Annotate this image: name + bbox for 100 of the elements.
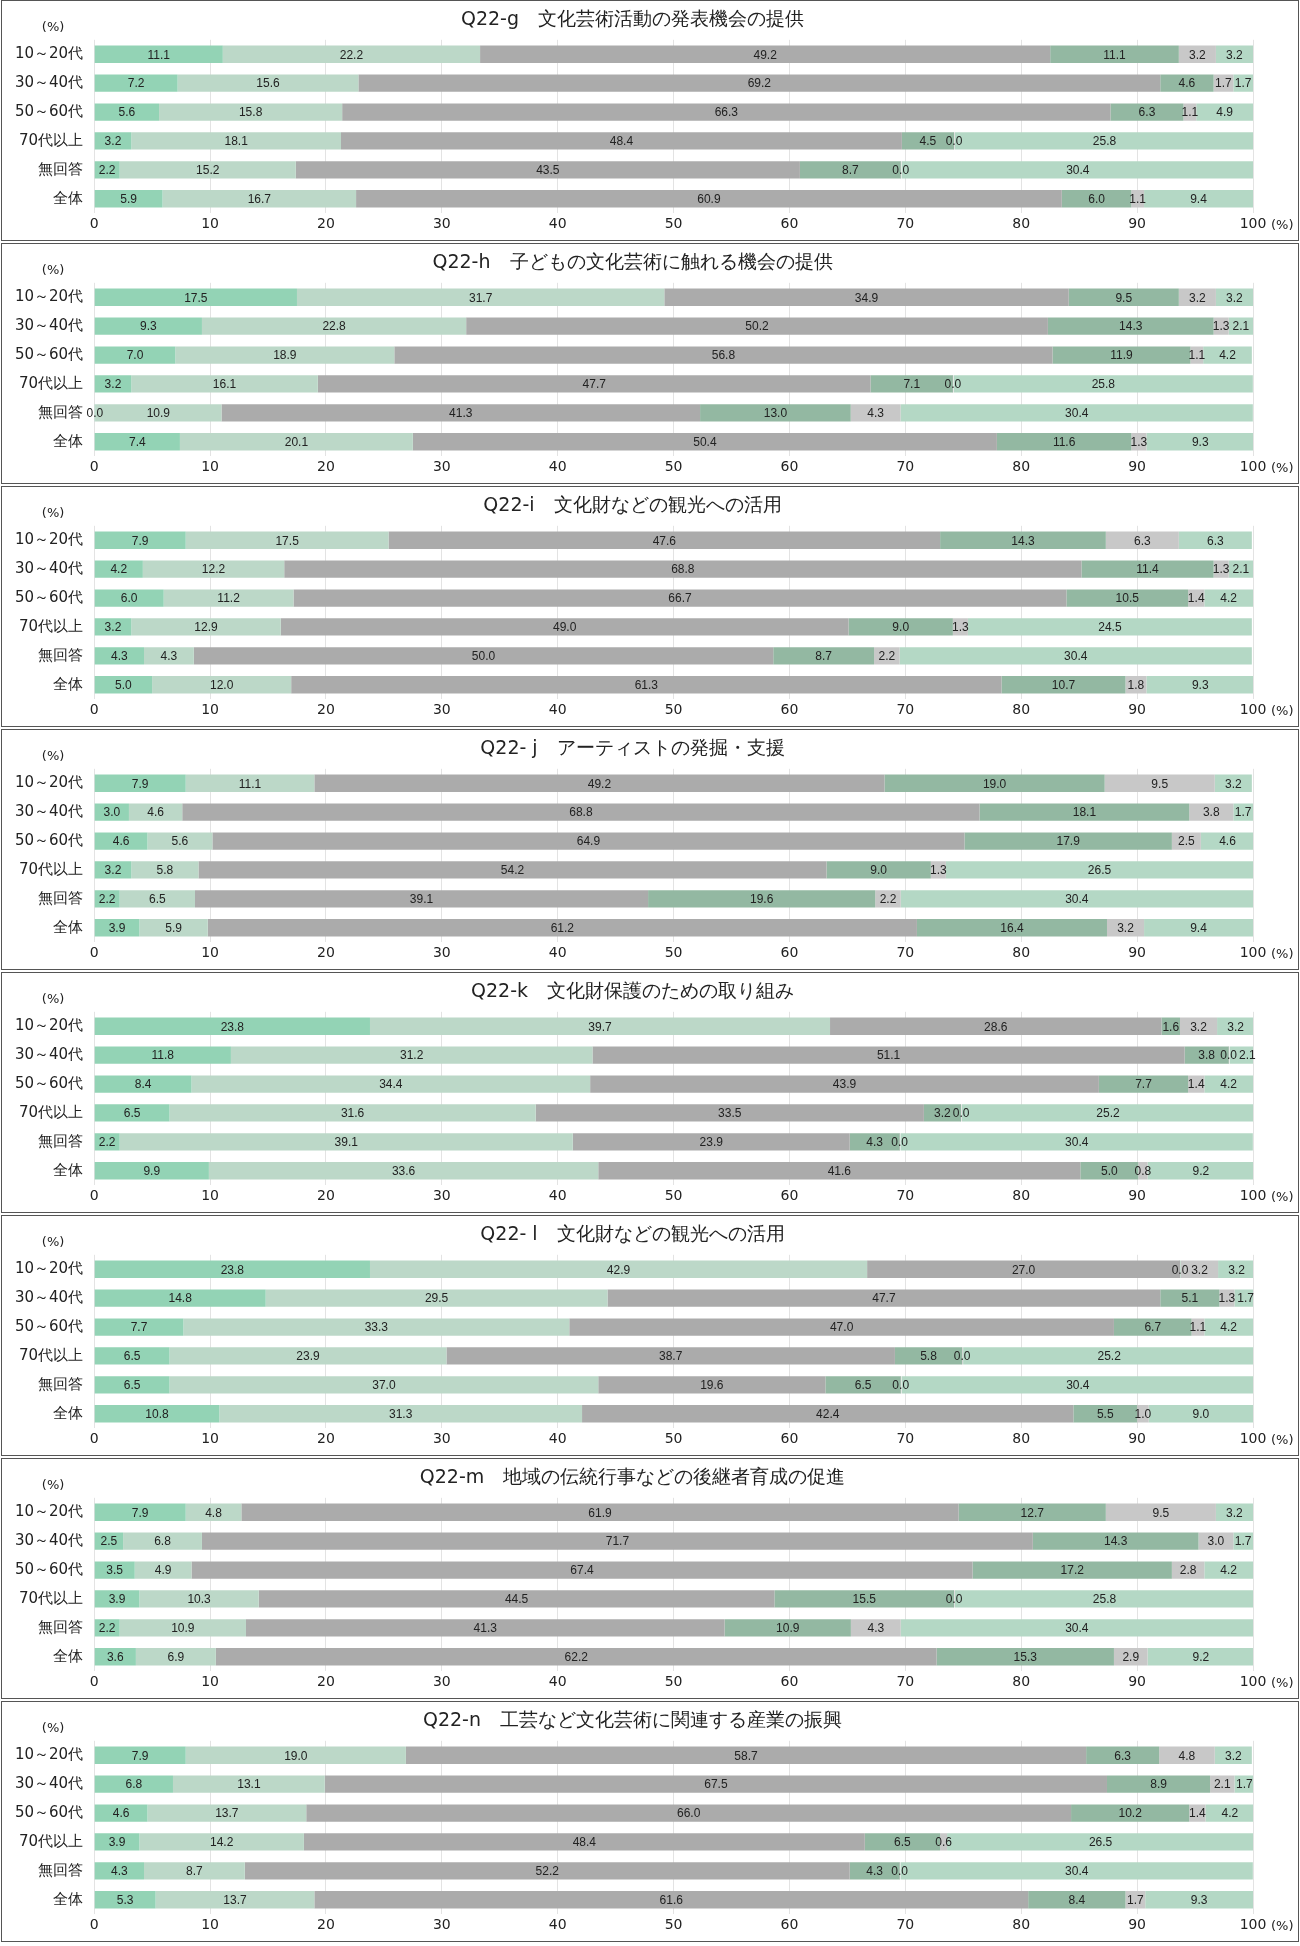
y-tick-label: 50～60代: [14, 344, 84, 363]
data-label: 19.6: [749, 892, 774, 907]
x-tick-label: 30: [432, 1430, 451, 1447]
chart-title: Q22-h 子どもの文化芸術に触れる機会の提供: [432, 250, 833, 273]
data-label: 61.6: [659, 1893, 684, 1908]
data-label: 11.2: [217, 591, 241, 606]
x-tick-label: 90: [1128, 1673, 1147, 1690]
data-label: 1.7: [1234, 805, 1252, 820]
data-label: 4.6: [147, 805, 165, 820]
data-label: 14.3: [1011, 533, 1035, 548]
data-label: 7.0: [126, 348, 144, 363]
x-tick-label: 40: [548, 701, 567, 718]
data-label: 25.8: [1092, 1592, 1117, 1607]
x-tick-label: 10: [201, 1673, 219, 1690]
data-label: 1.3: [1218, 1291, 1236, 1306]
x-tick-label: 50: [664, 1187, 683, 1204]
data-label: 3.9: [108, 1592, 126, 1607]
data-label: 4.8: [1178, 1748, 1196, 1763]
data-label: 0.0: [953, 1349, 971, 1364]
x-tick-label: 10: [201, 1430, 219, 1447]
x-tick-label: 20: [317, 1187, 335, 1204]
y-tick-label: 全体: [53, 1646, 84, 1665]
data-label: 11.1: [1103, 47, 1127, 62]
x-tick-label: 100: [1239, 701, 1267, 718]
data-label: 10.3: [187, 1592, 212, 1607]
data-label: 17.5: [275, 533, 300, 548]
text: (%): [41, 19, 65, 35]
data-label: 3.2: [104, 620, 122, 635]
data-label: 12.9: [194, 620, 218, 635]
data-label: 48.4: [609, 134, 634, 149]
x-tick-label: 30: [432, 701, 451, 718]
data-label: 9.2: [1192, 1164, 1210, 1179]
data-label: 1.3: [930, 863, 948, 878]
data-label: 7.9: [131, 1505, 149, 1520]
data-label: 42.9: [606, 1262, 631, 1277]
data-label: 33.5: [718, 1106, 742, 1121]
data-label: 20.1: [284, 435, 309, 450]
data-label: 64.9: [576, 834, 601, 849]
data-label: 4.2: [1219, 348, 1237, 363]
data-label: 31.6: [340, 1106, 365, 1121]
data-label: 2.5: [1178, 834, 1196, 849]
data-label: 54.2: [500, 863, 525, 878]
data-label: 1.7: [1234, 76, 1252, 91]
data-label: 30.4: [1065, 406, 1089, 421]
data-label: 49.2: [753, 47, 778, 62]
data-label: 34.9: [854, 290, 879, 305]
y-tick-label: 50～60代: [14, 1559, 84, 1578]
data-label: 3.2: [104, 134, 122, 149]
x-tick-label: 10: [201, 1187, 219, 1204]
data-label: 4.9: [154, 1563, 172, 1578]
data-label: 44.5: [504, 1592, 529, 1607]
data-label: 30.4: [1065, 892, 1089, 907]
data-label: 4.2: [1220, 591, 1238, 606]
data-label: 4.2: [1221, 1806, 1239, 1821]
chart-title: Q22- l 文化財などの観光への活用: [480, 1222, 785, 1245]
data-label: 19.0: [284, 1748, 308, 1763]
data-label: 23.8: [220, 1019, 245, 1034]
x-tick-label: 20: [317, 1673, 335, 1690]
data-label: 6.5: [123, 1378, 141, 1393]
data-label: 2.1: [1213, 1777, 1231, 1792]
data-label: 7.7: [1135, 1077, 1153, 1092]
data-label: 11.4: [1136, 562, 1160, 577]
x-tick-label: 80: [1012, 1916, 1031, 1933]
x-tick-label: 80: [1012, 215, 1031, 232]
data-label: 3.2: [1191, 1262, 1209, 1277]
y-tick-label: 70代以上: [19, 130, 84, 149]
x-tick-label: 90: [1128, 944, 1147, 961]
y-tick-label: 無回答: [38, 402, 84, 421]
data-label: 9.2: [1192, 1650, 1210, 1665]
chart-title: Q22-g 文化芸術活動の発表機会の提供: [460, 7, 805, 30]
data-label: 5.3: [116, 1893, 134, 1908]
data-label: 8.7: [841, 163, 859, 178]
x-tick-label: 70: [896, 1430, 915, 1447]
x-tick-label: 40: [548, 458, 567, 475]
x-tick-label: 50: [664, 1673, 683, 1690]
data-label: 1.4: [1187, 591, 1205, 606]
x-tick-label: 80: [1012, 1187, 1031, 1204]
data-label: 6.9: [167, 1650, 185, 1665]
data-label: 31.3: [389, 1407, 413, 1422]
data-label: 6.3: [1114, 1748, 1132, 1763]
x-tick-label: 0: [89, 215, 99, 232]
data-label: 6.3: [1206, 533, 1224, 548]
y-tick-label: 全体: [53, 1160, 84, 1179]
data-label: 61.9: [588, 1505, 612, 1520]
y-tick-label: 50～60代: [14, 587, 84, 606]
data-label: 10.9: [776, 1621, 800, 1636]
data-label: 4.3: [160, 649, 178, 664]
data-label: 7.9: [131, 776, 149, 791]
data-label: 4.6: [112, 1806, 130, 1821]
data-label: 1.1: [1189, 1320, 1207, 1335]
data-label: 3.2: [1227, 1019, 1245, 1034]
data-label: 25.8: [1092, 134, 1117, 149]
y-tick-label: 70代以上: [19, 1831, 84, 1850]
x-axis-title: (%): [1271, 702, 1294, 718]
x-tick-label: 0: [89, 1916, 99, 1933]
data-label: 10.9: [146, 406, 171, 421]
x-tick-label: 90: [1128, 1187, 1147, 1204]
data-label: 19.0: [982, 776, 1007, 791]
x-tick-label: 10: [201, 701, 219, 718]
data-label: 28.6: [984, 1019, 1008, 1034]
